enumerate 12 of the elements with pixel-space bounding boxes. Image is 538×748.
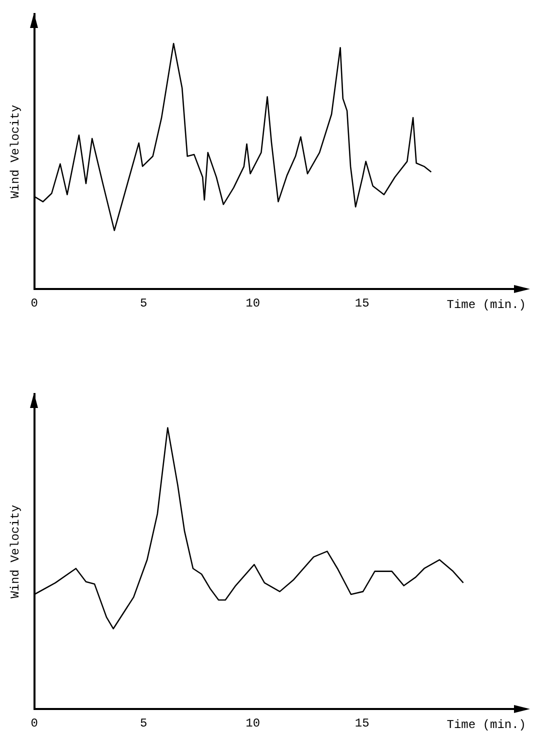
x-tick-label: 10: [246, 296, 260, 311]
x-tick-label: 15: [354, 296, 370, 311]
x-axis-title: Time (min.): [446, 298, 526, 312]
x-tick-label: 5: [140, 716, 148, 731]
y-axis-title: Wind Velocity: [8, 104, 22, 198]
x-tick-label: 0: [30, 716, 38, 731]
x-tick-label: 15: [354, 716, 370, 731]
x-axis-title: Time (min.): [446, 718, 526, 732]
x-tick-label: 5: [140, 296, 148, 311]
x-tick-label: 10: [246, 716, 260, 731]
y-axis-title: Wind Velocity: [8, 504, 22, 598]
x-tick-label: 0: [30, 296, 38, 311]
